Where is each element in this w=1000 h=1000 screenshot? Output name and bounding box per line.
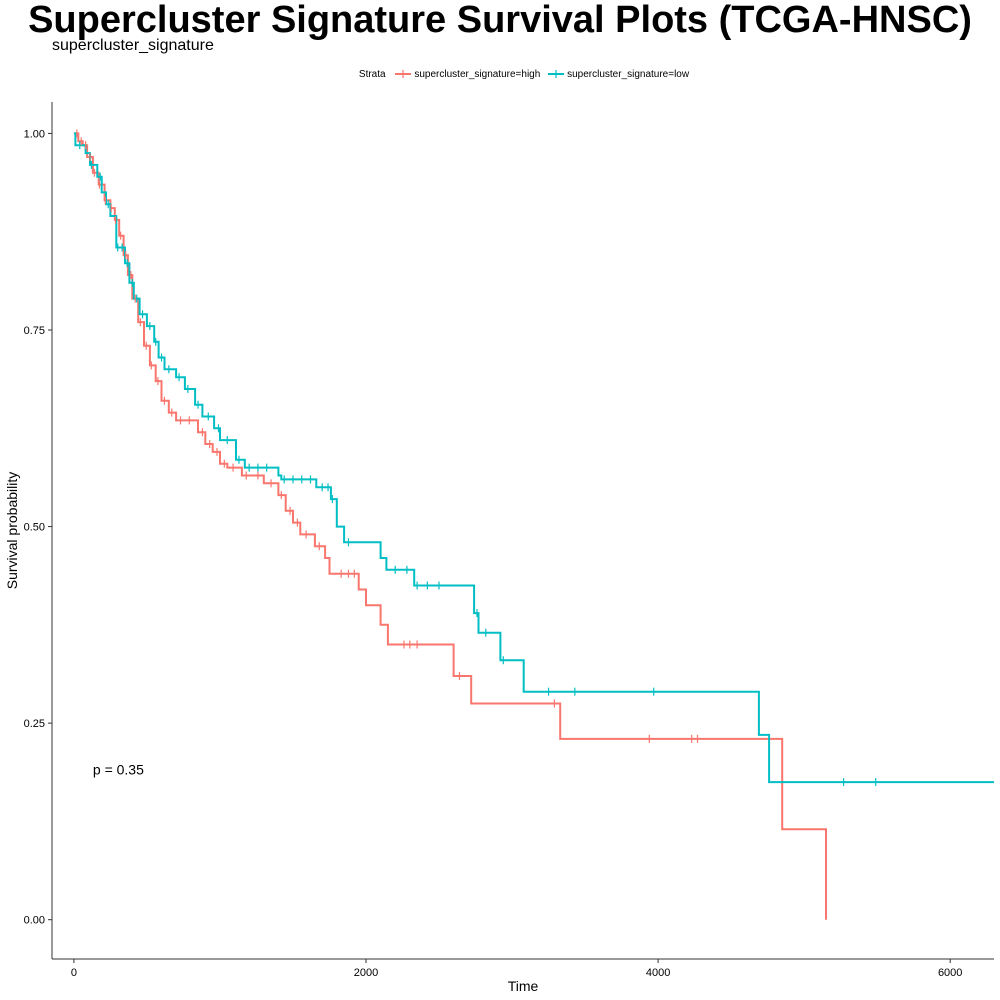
chart-title: Supercluster Signature Survival Plots (T…: [28, 0, 972, 41]
x-tick-label: 2000: [354, 967, 378, 979]
legend: Strata supercluster_signature=high super…: [0, 69, 1000, 80]
y-tick-label: 0.50: [24, 522, 45, 534]
x-tick-label: 4000: [646, 967, 670, 979]
chart-subtitle: supercluster_signature: [52, 37, 214, 54]
y-tick-label: 1.00: [24, 128, 45, 140]
y-tick-label: 0.00: [24, 915, 45, 927]
legend-key-low: [548, 70, 565, 79]
x-tick-label: 0: [71, 967, 77, 979]
legend-entry-high: supercluster_signature=high: [414, 69, 541, 80]
y-axis-title: Survival probability: [4, 472, 20, 590]
p-value-annotation: p = 0.35: [93, 761, 144, 777]
survival-curve-low: [73, 132, 994, 784]
survival-curve-high: [73, 132, 827, 920]
y-tick-label: 0.75: [24, 325, 45, 337]
y-tick-label: 0.25: [24, 718, 45, 730]
x-axis-title: Time: [508, 978, 539, 994]
axes: 0.00 0.25 0.50 0.75 1.00 0 2000 4000 6000: [24, 102, 994, 979]
survival-curves: [73, 132, 994, 920]
legend-key-high: [395, 70, 412, 79]
legend-entry-low: supercluster_signature=low: [567, 69, 690, 80]
x-tick-label: 6000: [938, 967, 962, 979]
censor-marks: [76, 129, 877, 787]
legend-title: Strata: [358, 69, 386, 80]
